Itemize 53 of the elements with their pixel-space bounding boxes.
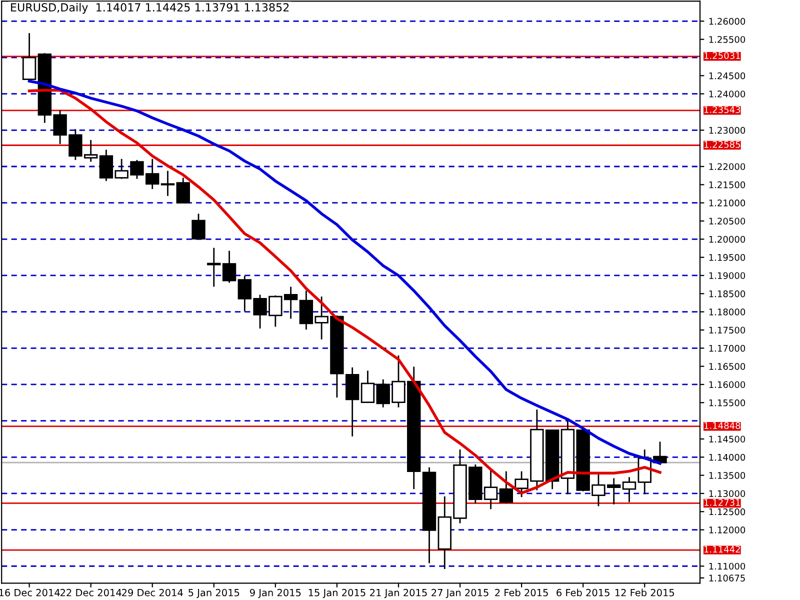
ref-line-label: 1.23543 (704, 106, 740, 114)
candlestick (499, 470, 514, 504)
y-tick-label: 1.19000 (709, 272, 746, 280)
candlestick (22, 32, 36, 82)
y-tick-label: 1.25500 (709, 36, 746, 43)
x-tick-label: 12 Feb 2015 (615, 588, 674, 596)
y-tick-label: 1.14500 (709, 436, 746, 443)
y-tick-label: 1.24500 (709, 72, 746, 80)
ref-line-label: 1.12731 (704, 499, 740, 506)
y-tick-label: 1.11000 (709, 562, 746, 570)
y-tick-label: 1.23000 (709, 126, 746, 134)
x-tick-label: 2 Feb 2015 (495, 588, 548, 596)
y-tick-label: 1.20000 (709, 236, 746, 243)
x-tick-label: 22 Dec 2014 (60, 588, 122, 596)
candlestick (192, 213, 206, 240)
x-tick-label: 15 Jan 2015 (308, 588, 366, 598)
candlestick (360, 370, 375, 403)
candlestick (622, 476, 636, 503)
y-tick-label: 1.14000 (709, 454, 746, 461)
x-tick-label: 9 Jan 2015 (250, 588, 301, 598)
y-tick-label: 1.24000 (709, 90, 746, 98)
candlestick (176, 177, 190, 204)
y-tick-label: 1.22000 (709, 163, 746, 170)
y-tick-label: 1.13500 (709, 472, 746, 479)
candlestick (222, 250, 236, 284)
x-tick-label: 27 Jan 2015 (432, 588, 488, 598)
y-tick-label: 1.12500 (709, 508, 746, 516)
x-tick-label: 29 Dec 2014 (122, 588, 183, 596)
y-tick-label: 1.15500 (709, 399, 746, 406)
y-tick-label: 1.19500 (709, 254, 746, 261)
ref-line-label: 1.22585 (704, 141, 740, 148)
x-tick-label: 6 Feb 2015 (556, 588, 610, 596)
candlestick (160, 170, 175, 197)
y-tick-label: 1.18000 (709, 308, 746, 316)
y-tick-label: 1.17500 (709, 326, 746, 334)
ref-line-label: 1.14848 (704, 422, 740, 429)
y-tick-label: 1.18500 (709, 290, 746, 298)
y-tick-label: 1.12000 (709, 526, 746, 534)
y-tick-label: 1.16500 (709, 363, 746, 370)
ref-line-label: 1.11442 (704, 546, 740, 553)
y-tick-label: 1.21500 (709, 181, 746, 188)
y-tick-label: 1.13000 (709, 490, 746, 498)
x-tick-label: 5 Jan 2015 (188, 588, 240, 598)
chart-title: EURUSD,Daily 1.14017 1.14425 1.13791 1.13852 (11, 2, 289, 14)
y-tick-label: 1.20500 (709, 218, 746, 225)
y-tick-label: 1.26000 (709, 18, 746, 25)
x-tick-label: 21 Jan 2015 (370, 588, 427, 598)
y-tick-label: 1.21000 (709, 200, 746, 206)
y-tick-label: 1.10675 (709, 574, 745, 582)
candlestick (207, 247, 221, 288)
ref-line-label: 1.25031 (704, 52, 740, 60)
y-tick-label: 1.17000 (709, 344, 746, 352)
y-tick-label: 1.16000 (709, 381, 746, 388)
